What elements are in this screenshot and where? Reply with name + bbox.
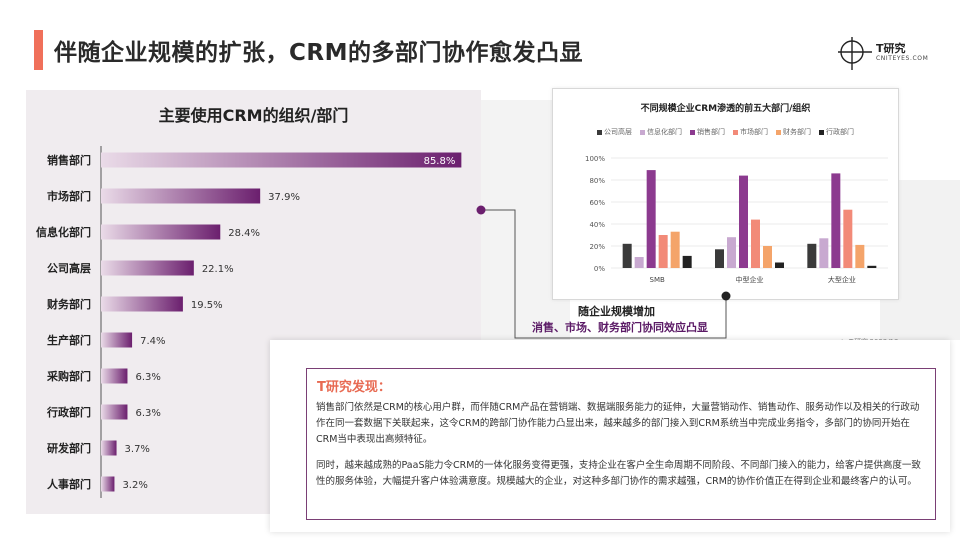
bar: [807, 243, 817, 268]
legend-item: 公司高层: [597, 127, 632, 137]
bar: [727, 237, 736, 268]
bar: [101, 476, 115, 492]
y-tick-label: 40%: [589, 221, 605, 229]
legend-swatch: [776, 129, 781, 135]
bar: [670, 231, 680, 268]
data-label: 22.1%: [202, 264, 234, 275]
legend-label: 财务部门: [783, 128, 811, 136]
bar: [101, 440, 117, 456]
bar: [843, 209, 853, 268]
chart-legend: 公司高层 信息化部门 销售部门 市场部门 财务部门 行政部门: [553, 127, 898, 137]
data-label: 6.3%: [135, 408, 160, 419]
bar: [101, 296, 183, 312]
bar: [646, 170, 656, 268]
callout-line1: 随企业规模增加: [578, 305, 655, 318]
category-label: 市场部门: [47, 189, 91, 203]
legend-item: 销售部门: [690, 127, 725, 137]
findings-paragraph: 销售部门依然是CRM的核心用户群，而伴随CRM产品在营销端、数据端服务能力的延伸…: [316, 402, 920, 445]
legend-label: 信息化部门: [647, 128, 682, 136]
department-usage-chart: 销售部门 85.8% 市场部门 37.9% 信息化部门 28.4% 公司高层 22.1% 财务部…: [36, 146, 462, 498]
logo-icon: [838, 37, 872, 70]
bar: [831, 173, 841, 268]
data-label: 6.3%: [135, 372, 160, 383]
legend-swatch: [597, 129, 602, 135]
legend-label: 销售部门: [697, 128, 725, 136]
callout-line2: 消售、市场、财务部门协同效应凸显: [532, 321, 708, 334]
category-label: 行政部门: [46, 405, 91, 419]
bar: [101, 152, 462, 168]
legend-item: 行政部门: [819, 127, 854, 137]
findings-card: T研究发现： 销售部门依然是CRM的核心用户群，而伴随CRM产品在营销端、数据端…: [270, 340, 950, 532]
legend-item: 信息化部门: [640, 127, 682, 137]
bar: [715, 249, 724, 268]
x-tick-label: 大型企业: [828, 275, 856, 284]
category-label: 财务部门: [46, 297, 91, 311]
bar: [634, 257, 644, 268]
category-label: 研发部门: [47, 441, 91, 455]
legend-item: 财务部门: [776, 127, 811, 137]
logo-text: T研究: [876, 42, 906, 55]
bar: [819, 238, 829, 268]
legend-label: 公司高层: [604, 128, 632, 136]
chart-title: 不同规模企业CRM渗透的前五大部门/组织: [640, 104, 811, 114]
connector-dot: [476, 205, 486, 215]
bar: [682, 255, 692, 268]
bar: [622, 243, 632, 268]
y-tick-label: 80%: [589, 177, 605, 185]
company-size-panel: 不同规模企业CRM渗透的前五大部门/组织 公司高层 信息化部门 销售部门 市场部门 财务…: [552, 88, 899, 300]
legend-swatch: [640, 129, 645, 135]
bar: [101, 404, 128, 420]
x-tick-label: 中型企业: [736, 275, 764, 284]
bar: [763, 246, 772, 268]
bar: [855, 244, 865, 268]
findings-box: T研究发现： 销售部门依然是CRM的核心用户群，而伴随CRM产品在营销端、数据端…: [306, 368, 936, 520]
findings-heading: T研究发现：: [317, 380, 391, 395]
connector-dot: [721, 291, 731, 301]
bar: [101, 368, 128, 384]
data-label: 28.4%: [228, 228, 260, 239]
company-size-chart: 0% 20% 40% 60% 80% 100% SMB 中型企业 大型企业: [585, 155, 888, 284]
logo: T研究 CNITEYES.COM: [838, 34, 948, 74]
data-label: 3.2%: [122, 480, 147, 491]
bar: [775, 262, 784, 268]
y-tick-label: 0%: [594, 265, 605, 273]
category-label: 生产部门: [47, 333, 91, 347]
x-tick-label: SMB: [650, 276, 665, 284]
legend-swatch: [690, 129, 695, 135]
y-tick-label: 20%: [589, 243, 605, 251]
data-label: 19.5%: [191, 300, 223, 311]
category-label: 公司高层: [47, 261, 91, 275]
page-title: 伴随企业规模的扩张，CRM的多部门协作愈发凸显: [54, 40, 583, 66]
category-label: 采购部门: [46, 369, 91, 383]
data-label: 3.7%: [125, 444, 150, 455]
bar: [101, 332, 133, 348]
legend-item: 市场部门: [733, 127, 768, 137]
legend-label: 市场部门: [740, 128, 768, 136]
category-label: 人事部门: [47, 477, 91, 491]
legend-label: 行政部门: [826, 128, 854, 136]
y-tick-label: 100%: [585, 155, 605, 163]
title-accent-bar: [34, 30, 43, 70]
data-label: 7.4%: [140, 336, 165, 347]
bar: [658, 235, 668, 268]
y-tick-label: 60%: [589, 199, 605, 207]
findings-paragraph: 同时，越来越成熟的PaaS能力令CRM的一体化服务变得更强，支持企业在客户全生命…: [316, 460, 921, 487]
data-label: 37.9%: [268, 192, 300, 203]
legend-swatch: [733, 129, 738, 135]
category-label: 信息化部门: [36, 225, 91, 239]
bar: [101, 260, 194, 276]
bar: [739, 175, 748, 268]
bar: [101, 224, 221, 240]
bar: [101, 188, 261, 204]
category-label: 销售部门: [47, 153, 91, 167]
logo-subtext: CNITEYES.COM: [876, 55, 929, 62]
bar: [867, 265, 877, 268]
bar: [751, 219, 760, 268]
chart-title: 主要使用CRM的组织/部门: [158, 106, 349, 125]
legend-swatch: [819, 129, 824, 135]
data-label: 85.8%: [424, 156, 456, 167]
